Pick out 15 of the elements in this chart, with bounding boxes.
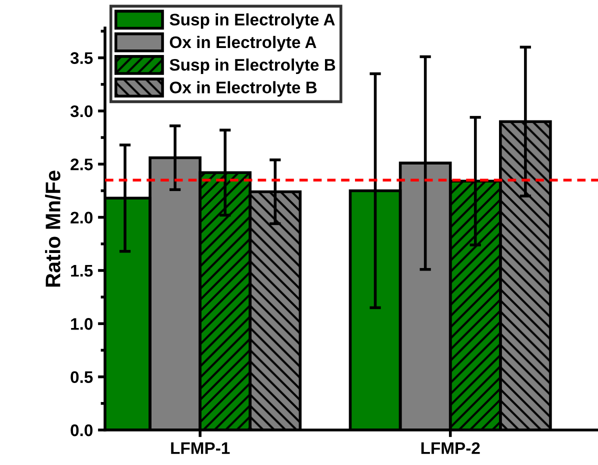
- y-tick-label: 0.5: [70, 371, 93, 384]
- x-tick-label: LFMP-1: [171, 442, 230, 454]
- y-tick-label: 2.5: [70, 158, 93, 170]
- legend-label: Ox in Electrolyte B: [170, 81, 317, 97]
- y-tick-label: 0.0: [70, 424, 93, 436]
- y-tick-label: 1.5: [71, 265, 93, 277]
- y-tick-label: 3.5: [70, 52, 93, 64]
- y-tick-label: 3.0: [70, 105, 93, 118]
- x-tick-label: LFMP-2: [421, 442, 480, 454]
- legend-label: Susp in Electrolyte A: [170, 13, 335, 29]
- legend-label: Susp in Electrolyte B: [170, 58, 336, 74]
- y-tick-label: 2.0: [70, 212, 93, 224]
- y-tick-label: 1.0: [71, 318, 93, 330]
- legend-label: Ox in Electrolyte A: [170, 36, 316, 52]
- y-axis-title: Ratio Mn/Fe: [45, 170, 61, 287]
